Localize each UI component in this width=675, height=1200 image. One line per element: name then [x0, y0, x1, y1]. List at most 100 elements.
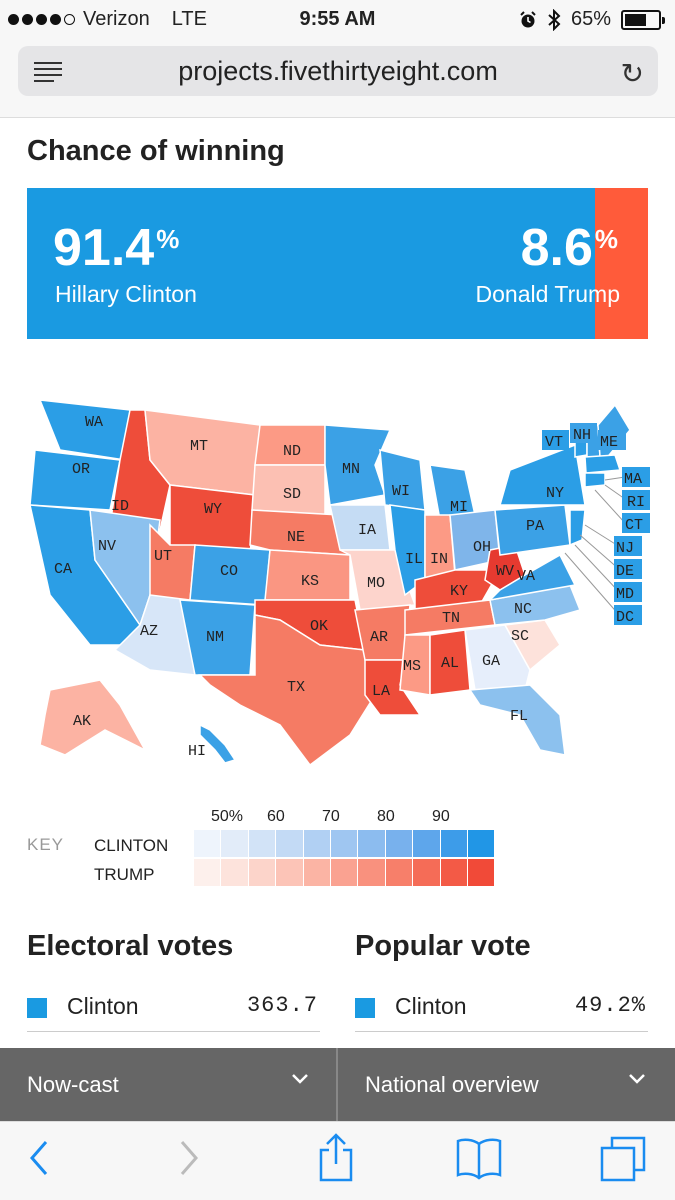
svg-text:KY: KY: [450, 583, 468, 600]
view-dropdown[interactable]: National overview: [338, 1048, 675, 1121]
trump-percent: 8.6%: [520, 219, 618, 277]
tabs-button[interactable]: [600, 1134, 648, 1189]
view-label: National overview: [365, 1072, 539, 1097]
svg-text:MI: MI: [450, 499, 468, 516]
bluetooth-icon: [548, 8, 561, 31]
svg-text:SD: SD: [283, 486, 301, 503]
state-MA-shape: [584, 454, 622, 474]
svg-text:MT: MT: [190, 438, 208, 455]
trump-bar: [595, 188, 648, 339]
key-trump-label: TRUMP: [94, 865, 155, 884]
battery-percent: 65%: [570, 8, 611, 30]
chevron-left-icon: [30, 1141, 48, 1175]
svg-text:LA: LA: [372, 683, 390, 700]
svg-text:DE: DE: [616, 563, 634, 580]
clinton-swatch: [27, 998, 47, 1018]
clinton-bar: [27, 188, 595, 339]
alarm-icon: [520, 10, 536, 27]
svg-text:NC: NC: [514, 601, 532, 618]
svg-text:NY: NY: [546, 485, 564, 502]
electoral-candidate: Clinton: [67, 993, 139, 1019]
key-tick-90: 90: [432, 808, 450, 825]
key-label: KEY: [27, 835, 65, 854]
battery-icon: [621, 9, 665, 30]
svg-text:AZ: AZ: [140, 623, 158, 640]
popular-vote-title: Popular vote: [355, 930, 531, 962]
book-icon: [456, 1138, 502, 1180]
svg-text:VA: VA: [517, 568, 535, 585]
model-selector-bar: Now-cast National overview: [0, 1048, 675, 1121]
svg-text:VT: VT: [545, 434, 563, 451]
dropdown-divider: [336, 1048, 338, 1121]
chance-title: Chance of winning: [27, 135, 285, 167]
svg-text:ND: ND: [283, 443, 301, 460]
svg-text:FL: FL: [510, 708, 528, 725]
svg-text:ME: ME: [600, 434, 618, 451]
svg-text:IN: IN: [430, 551, 448, 568]
state-KY: [414, 569, 502, 611]
state-probability-map[interactable]: VT NH ME MA RI CT NJ DE MD DC WA OR CA ID N…: [20, 385, 660, 775]
svg-text:WY: WY: [204, 501, 222, 518]
state-AK: [39, 679, 147, 756]
signal-strength-icon: [8, 14, 75, 25]
svg-text:CA: CA: [54, 561, 72, 578]
share-button[interactable]: [318, 1132, 354, 1187]
bookmarks-button[interactable]: [455, 1136, 503, 1185]
svg-text:WA: WA: [85, 414, 103, 431]
back-button[interactable]: [26, 1138, 52, 1183]
svg-text:SC: SC: [511, 628, 529, 645]
forward-button[interactable]: [176, 1138, 202, 1183]
clinton-percent: 91.4%: [53, 219, 180, 277]
popular-value: 49.2%: [574, 993, 646, 1018]
clock: 9:55 AM: [299, 8, 376, 30]
svg-text:NM: NM: [206, 629, 224, 646]
state-VA: [487, 553, 577, 602]
forecast-type-dropdown[interactable]: Now-cast: [0, 1048, 336, 1121]
clinton-color-scale: [194, 830, 496, 857]
svg-text:MA: MA: [624, 471, 642, 488]
clinton-swatch: [355, 998, 375, 1018]
forecast-type-label: Now-cast: [27, 1072, 119, 1097]
svg-text:PA: PA: [526, 518, 544, 535]
state-FL: [468, 684, 566, 756]
reader-view-icon[interactable]: [34, 62, 62, 82]
svg-text:OK: OK: [310, 618, 328, 635]
svg-text:DC: DC: [616, 609, 634, 626]
electoral-value: 363.7: [246, 993, 318, 1018]
svg-text:KS: KS: [301, 573, 319, 590]
svg-text:OR: OR: [72, 461, 90, 478]
browser-address-area: projects.fivethirtyeight.com ↻: [0, 40, 675, 118]
state-OR: [29, 449, 121, 511]
svg-text:UT: UT: [154, 548, 172, 565]
popular-candidate: Clinton: [395, 993, 467, 1019]
chevron-down-icon: [627, 1068, 647, 1094]
browser-toolbar: [0, 1121, 675, 1200]
key-clinton-label: CLINTON: [94, 836, 169, 855]
svg-text:TX: TX: [287, 679, 305, 696]
key-tick-50: 50%: [211, 808, 244, 825]
address-bar[interactable]: projects.fivethirtyeight.com ↻: [18, 46, 658, 96]
state-HI: [199, 723, 237, 764]
svg-text:MO: MO: [367, 575, 385, 592]
carrier-name: Verizon: [83, 8, 150, 30]
share-icon: [319, 1133, 353, 1182]
svg-text:TN: TN: [442, 610, 460, 627]
northeast-labels: VT NH ME MA RI CT NJ DE MD DC: [542, 423, 650, 626]
chance-bar: 91.4% Hillary Clinton 8.6% Donald Trump: [27, 188, 648, 339]
reload-icon[interactable]: ↻: [620, 58, 644, 89]
svg-text:AL: AL: [441, 655, 459, 672]
chevron-down-icon: [290, 1068, 310, 1094]
svg-text:AK: AK: [73, 713, 91, 730]
key-tick-60: 60: [267, 808, 285, 825]
svg-text:GA: GA: [482, 653, 500, 670]
url-text[interactable]: projects.fivethirtyeight.com: [178, 56, 498, 86]
popular-clinton-row: Clinton 49.2%: [355, 988, 648, 1032]
clinton-name: Hillary Clinton: [55, 281, 197, 307]
svg-text:IL: IL: [405, 551, 423, 568]
svg-text:NJ: NJ: [616, 540, 634, 557]
svg-text:MS: MS: [403, 658, 421, 675]
svg-text:ID: ID: [111, 498, 129, 515]
chevron-right-icon: [180, 1141, 198, 1175]
status-bar: Verizon LTE 9:55 AM 65%: [0, 0, 675, 40]
